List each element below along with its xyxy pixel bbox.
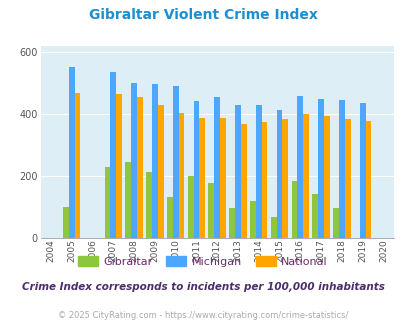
- Bar: [261, 122, 267, 238]
- Legend: Gibraltar, Michigan, National: Gibraltar, Michigan, National: [74, 251, 331, 271]
- Bar: [116, 94, 122, 238]
- Text: Crime Index corresponds to incidents per 100,000 inhabitants: Crime Index corresponds to incidents per…: [21, 282, 384, 292]
- Bar: [276, 110, 282, 238]
- Bar: [229, 208, 234, 238]
- Bar: [344, 119, 350, 238]
- Bar: [249, 201, 255, 238]
- Text: Gibraltar Violent Crime Index: Gibraltar Violent Crime Index: [88, 8, 317, 22]
- Bar: [338, 100, 344, 238]
- Bar: [214, 96, 220, 238]
- Bar: [178, 113, 184, 238]
- Bar: [151, 84, 158, 238]
- Bar: [311, 194, 318, 238]
- Bar: [240, 124, 246, 238]
- Bar: [270, 216, 276, 238]
- Text: © 2025 CityRating.com - https://www.cityrating.com/crime-statistics/: © 2025 CityRating.com - https://www.city…: [58, 311, 347, 320]
- Bar: [146, 172, 151, 238]
- Bar: [193, 101, 199, 238]
- Bar: [110, 73, 116, 238]
- Bar: [136, 97, 143, 238]
- Bar: [291, 182, 297, 238]
- Bar: [234, 106, 240, 238]
- Bar: [297, 96, 303, 238]
- Bar: [69, 67, 75, 238]
- Bar: [199, 118, 205, 238]
- Bar: [131, 83, 136, 238]
- Bar: [208, 182, 214, 238]
- Bar: [63, 207, 69, 238]
- Bar: [333, 208, 338, 238]
- Bar: [323, 115, 329, 238]
- Bar: [364, 120, 371, 238]
- Bar: [166, 197, 172, 238]
- Bar: [187, 176, 193, 238]
- Bar: [125, 162, 131, 238]
- Bar: [158, 106, 163, 238]
- Bar: [172, 86, 178, 238]
- Bar: [282, 119, 288, 238]
- Bar: [359, 103, 364, 238]
- Bar: [318, 99, 323, 238]
- Bar: [303, 115, 308, 238]
- Bar: [220, 118, 225, 238]
- Bar: [104, 167, 110, 238]
- Bar: [75, 93, 80, 238]
- Bar: [255, 106, 261, 238]
